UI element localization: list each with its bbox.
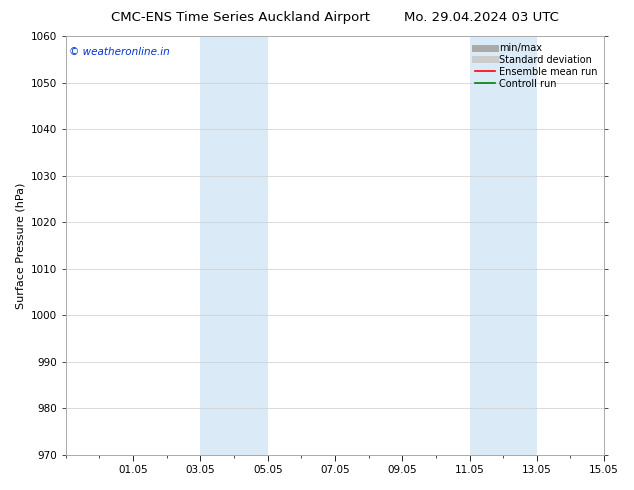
Bar xyxy=(470,36,537,455)
Text: Mo. 29.04.2024 03 UTC: Mo. 29.04.2024 03 UTC xyxy=(404,11,559,24)
Legend: min/max, Standard deviation, Ensemble mean run, Controll run: min/max, Standard deviation, Ensemble me… xyxy=(474,41,599,91)
Text: CMC-ENS Time Series Auckland Airport: CMC-ENS Time Series Auckland Airport xyxy=(112,11,370,24)
Y-axis label: Surface Pressure (hPa): Surface Pressure (hPa) xyxy=(15,182,25,309)
Bar xyxy=(200,36,268,455)
Text: © weatheronline.in: © weatheronline.in xyxy=(68,47,169,57)
